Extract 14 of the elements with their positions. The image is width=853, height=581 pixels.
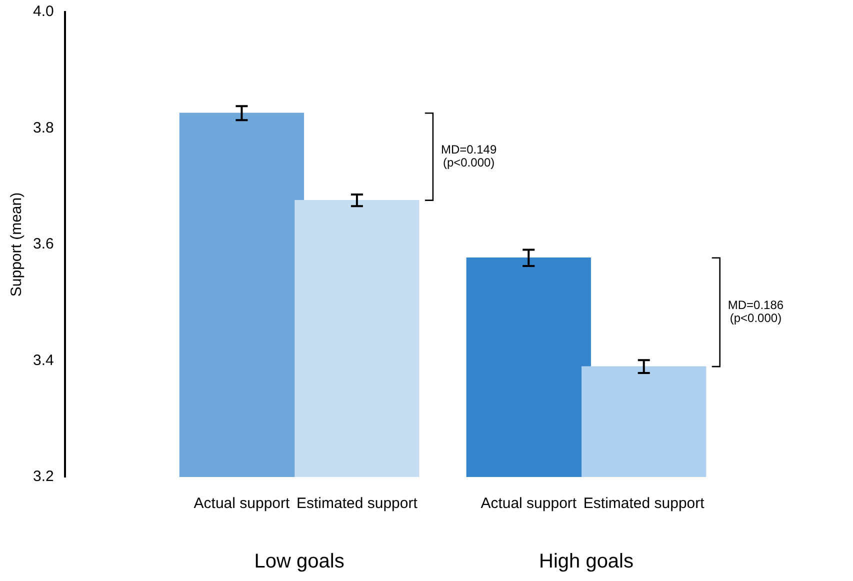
y-tick-label: 3.6 [32,236,54,253]
text: Low goals [254,550,344,573]
y-axis-title: Support (mean) [8,192,26,297]
y-tick-label: 3.4 [32,352,54,369]
y-tick-label: 3.8 [32,119,54,136]
x-tick-label: Estimated support [583,495,706,512]
text: High goals [538,550,634,573]
x-tick-label: Estimated support [296,495,418,512]
x-tick-label: Actual support [480,495,578,512]
x-tick-label: Actual support [194,495,290,512]
y-tick-label: 3.2 [32,468,54,486]
text: MD=0.186 (p<0.000) [728,298,784,326]
y-tick-label: 4.0 [32,3,54,20]
annotation: MD=0.149 (p<0.000) [440,142,497,170]
